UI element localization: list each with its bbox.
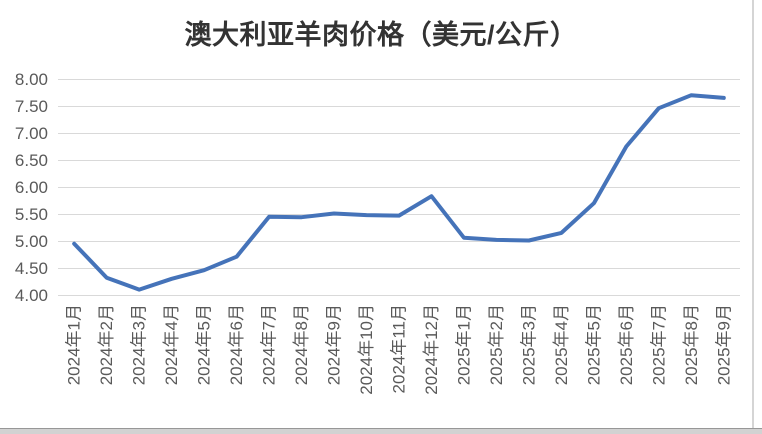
price-series-line (72, 93, 726, 292)
y-axis-tick-label: 5.50 (15, 205, 48, 224)
x-axis-tick-label: 2024年7月 (260, 304, 279, 385)
chart-title: 澳大利亚羊肉价格（美元/公斤） (184, 20, 578, 50)
x-axis-tick-label: 2024年2月 (97, 304, 116, 385)
x-axis-tick-label: 2024年1月 (65, 304, 84, 385)
x-axis-tick-label: 2025年6月 (617, 304, 636, 385)
x-axis-tick-label: 2025年4月 (552, 304, 571, 385)
x-axis-tick-label: 2024年11月 (390, 304, 409, 393)
pane-right-edge (752, 0, 754, 429)
x-axis-tick-label: 2025年3月 (519, 304, 538, 385)
x-axis-tick-label: 2024年8月 (292, 304, 311, 385)
x-axis-tick-label: 2024年5月 (195, 304, 214, 385)
x-axis-tick-label: 2024年4月 (162, 304, 181, 385)
y-axis-tick-label: 5.00 (15, 232, 48, 251)
pane-bottom-bar (0, 428, 762, 434)
y-axis-tick-label: 6.00 (15, 178, 48, 197)
y-axis-tick-label: 7.00 (15, 124, 48, 143)
y-axis-tick-label: 4.00 (15, 286, 48, 305)
x-axis-tick-label: 2025年9月 (714, 304, 733, 385)
x-axis-tick-label: 2025年7月 (649, 304, 668, 385)
x-axis-tick-label: 2024年10月 (357, 304, 376, 395)
x-axis-tick-label: 2025年8月 (682, 304, 701, 385)
x-axis-tick-label: 2024年9月 (325, 304, 344, 385)
y-axis-tick-label: 7.50 (15, 97, 48, 116)
x-axis-tick-label: 2025年2月 (487, 304, 506, 385)
y-axis-tick-label: 6.50 (15, 151, 48, 170)
y-axis-tick-label: 8.00 (15, 70, 48, 89)
x-axis-tick-label: 2025年1月 (454, 304, 473, 385)
x-axis-tick-label: 2024年6月 (227, 304, 246, 385)
x-axis-tick-label: 2024年3月 (130, 304, 149, 385)
x-axis-tick-label: 2025年5月 (584, 304, 603, 385)
y-axis-tick-label: 4.50 (15, 259, 48, 278)
x-axis-tick-label: 2024年12月 (422, 304, 441, 395)
